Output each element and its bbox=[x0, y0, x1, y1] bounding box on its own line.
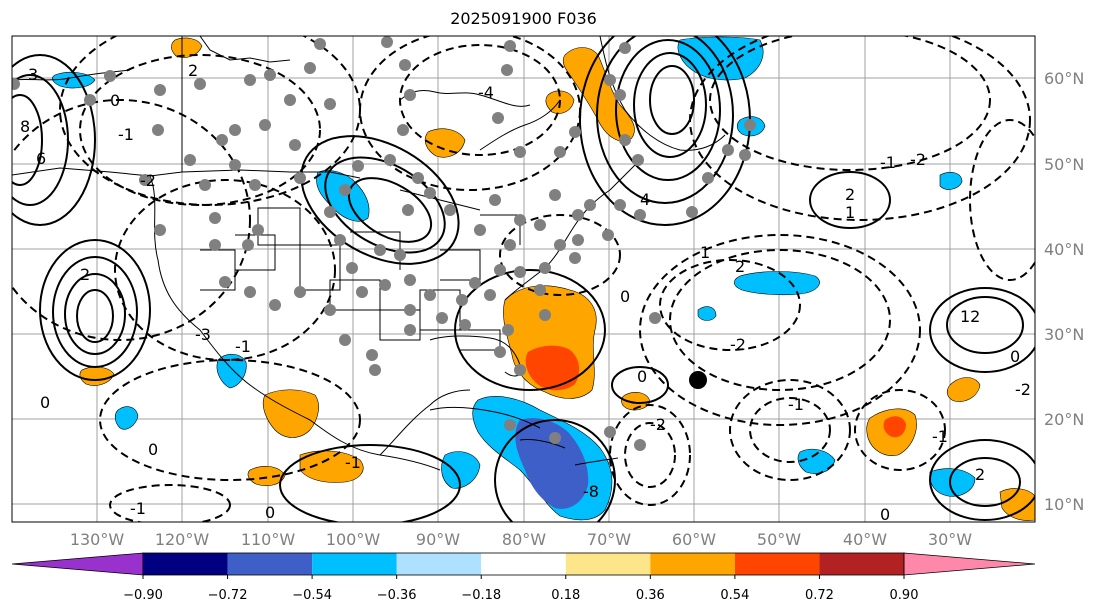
colorbar-tick-label: −0.54 bbox=[292, 588, 332, 603]
lat-label: 50°N bbox=[1044, 155, 1084, 174]
lon-label: 90°W bbox=[416, 530, 460, 549]
colorbar-tick-label: −0.90 bbox=[123, 588, 163, 603]
lon-label: 130°W bbox=[70, 530, 125, 549]
svg-text:2: 2 bbox=[735, 257, 745, 276]
svg-text:0: 0 bbox=[148, 440, 158, 459]
svg-text:-1: -1 bbox=[345, 453, 361, 472]
lat-label: 30°N bbox=[1044, 325, 1084, 344]
svg-text:-8: -8 bbox=[583, 482, 599, 501]
colorbar-extend-min bbox=[11, 552, 144, 576]
svg-text:1: 1 bbox=[845, 203, 855, 222]
svg-text:0: 0 bbox=[265, 503, 275, 522]
svg-text:1: 1 bbox=[700, 243, 710, 262]
contour-lines-positive bbox=[12, 36, 1035, 522]
colorbar-tick-label: −0.36 bbox=[377, 588, 417, 603]
colorbar-bin bbox=[819, 553, 904, 575]
svg-text:2: 2 bbox=[80, 265, 90, 284]
colorbar-bin bbox=[143, 553, 228, 575]
colorbar-tick-label: 0.90 bbox=[890, 588, 919, 603]
colorbar-bin bbox=[565, 553, 651, 575]
colorbar-tick-label: 0.36 bbox=[636, 588, 665, 603]
svg-text:4: 4 bbox=[640, 190, 650, 209]
svg-text:2: 2 bbox=[845, 185, 855, 204]
svg-text:0: 0 bbox=[110, 91, 120, 110]
colorbar: −0.90 −0.72 −0.54 −0.36 −0.18 0.18 0.36 0.54 0.7… bbox=[11, 552, 1036, 603]
contour-lines-negative bbox=[12, 36, 1035, 522]
svg-text:-1: -1 bbox=[880, 153, 896, 172]
lon-label: 40°W bbox=[843, 530, 887, 549]
colorbar-bin bbox=[312, 553, 397, 575]
colorbar-tick-label: 0.18 bbox=[551, 588, 580, 603]
lon-label: 80°W bbox=[502, 530, 546, 549]
svg-text:-1: -1 bbox=[932, 427, 948, 446]
lon-label: 110°W bbox=[241, 530, 296, 549]
svg-text:0: 0 bbox=[40, 393, 50, 412]
contour-labels: 3 2 0 8 6 -1 -2 -4 4 1 -3 12 2 -2 0 -1 0… bbox=[20, 61, 1031, 524]
svg-text:6: 6 bbox=[36, 149, 46, 168]
svg-text:-2: -2 bbox=[730, 335, 746, 354]
map-title: 2025091900 F036 bbox=[450, 9, 597, 28]
lon-label: 70°W bbox=[587, 530, 631, 549]
colorbar-bins bbox=[11, 552, 1036, 576]
svg-text:0: 0 bbox=[1010, 347, 1020, 366]
svg-text:-2: -2 bbox=[1015, 380, 1031, 399]
colorbar-bin bbox=[227, 553, 313, 575]
colorbar-extend-max bbox=[903, 552, 1036, 576]
map-frame bbox=[11, 35, 1036, 523]
longitude-labels: 130°W 120°W 110°W 100°W 90°W 80°W 70°W 6… bbox=[70, 530, 972, 549]
svg-text:12: 12 bbox=[960, 307, 980, 326]
lat-label: 60°N bbox=[1044, 69, 1084, 88]
colorbar-tick-label: −0.18 bbox=[461, 588, 501, 603]
svg-text:2: 2 bbox=[188, 61, 198, 80]
lat-label: 40°N bbox=[1044, 240, 1084, 259]
svg-text:-1: -1 bbox=[130, 499, 146, 518]
lat-label: 10°N bbox=[1044, 495, 1084, 514]
svg-text:-1: -1 bbox=[788, 395, 804, 414]
lon-label: 30°W bbox=[928, 530, 972, 549]
colorbar-bin bbox=[650, 553, 735, 575]
svg-text:0: 0 bbox=[620, 287, 630, 306]
svg-text:0: 0 bbox=[880, 505, 890, 524]
lat-label: 20°N bbox=[1044, 410, 1084, 429]
svg-text:2: 2 bbox=[975, 465, 985, 484]
colorbar-ticks: −0.90 −0.72 −0.54 −0.36 −0.18 0.18 0.36 0.54 0.7… bbox=[123, 575, 918, 603]
colorbar-tick-label: 0.54 bbox=[720, 588, 749, 603]
svg-text:-2: -2 bbox=[910, 150, 926, 169]
colorbar-bin bbox=[396, 553, 482, 575]
lon-label: 120°W bbox=[155, 530, 210, 549]
svg-text:0: 0 bbox=[637, 367, 647, 386]
colorbar-bin bbox=[734, 553, 820, 575]
colorbar-frame bbox=[142, 552, 905, 576]
svg-text:-3: -3 bbox=[195, 325, 211, 344]
map-panel: 3 2 0 8 6 -1 -2 -4 4 1 -3 12 2 -2 0 -1 0… bbox=[11, 35, 1036, 524]
station-markers bbox=[12, 36, 756, 451]
colorbar-tick-label: 0.72 bbox=[805, 588, 834, 603]
svg-text:8: 8 bbox=[20, 117, 30, 136]
svg-text:-2: -2 bbox=[140, 171, 156, 190]
colorbar-bin bbox=[481, 553, 566, 575]
lon-label: 100°W bbox=[326, 530, 381, 549]
svg-text:-4: -4 bbox=[478, 83, 494, 102]
lon-label: 60°W bbox=[672, 530, 716, 549]
latitude-labels: 60°N 50°N 40°N 30°N 20°N 10°N bbox=[1044, 69, 1084, 514]
svg-text:-1: -1 bbox=[235, 337, 251, 356]
svg-text:-2: -2 bbox=[650, 415, 666, 434]
lon-label: 50°W bbox=[757, 530, 801, 549]
center-marker bbox=[689, 371, 707, 389]
colorbar-tick-label: −0.72 bbox=[208, 588, 248, 603]
svg-text:3: 3 bbox=[28, 65, 38, 84]
svg-text:-1: -1 bbox=[118, 125, 134, 144]
